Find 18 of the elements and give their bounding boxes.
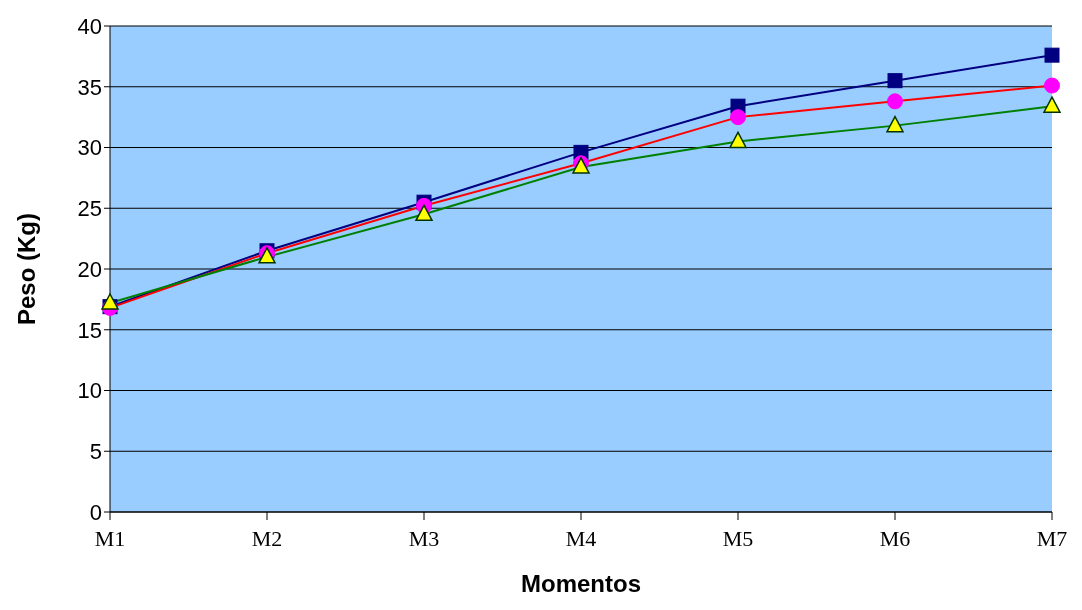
x-tick-label: M5: [722, 525, 754, 551]
x-tick-label: M3: [408, 525, 440, 551]
y-tick-label: 0: [89, 499, 102, 525]
y-tick-label: 10: [77, 378, 102, 404]
x-tick-label: M7: [1036, 525, 1068, 551]
x-tick-label: M2: [251, 525, 283, 551]
y-tick-label: 40: [77, 13, 102, 39]
x-tick-label: M4: [565, 525, 597, 551]
x-tick-label: M6: [879, 525, 911, 551]
y-axis-title: Peso (Kg): [12, 212, 40, 326]
y-tick-label: 15: [77, 317, 102, 343]
y-tick-label: 5: [89, 439, 102, 465]
x-tick-label: M1: [94, 525, 126, 551]
y-tick-label: 30: [77, 135, 102, 161]
y-tick-label: 25: [77, 196, 102, 222]
y-tick-label: 35: [77, 74, 102, 100]
y-tick-label: 20: [77, 256, 102, 282]
x-axis-title: Momentos: [521, 570, 641, 597]
